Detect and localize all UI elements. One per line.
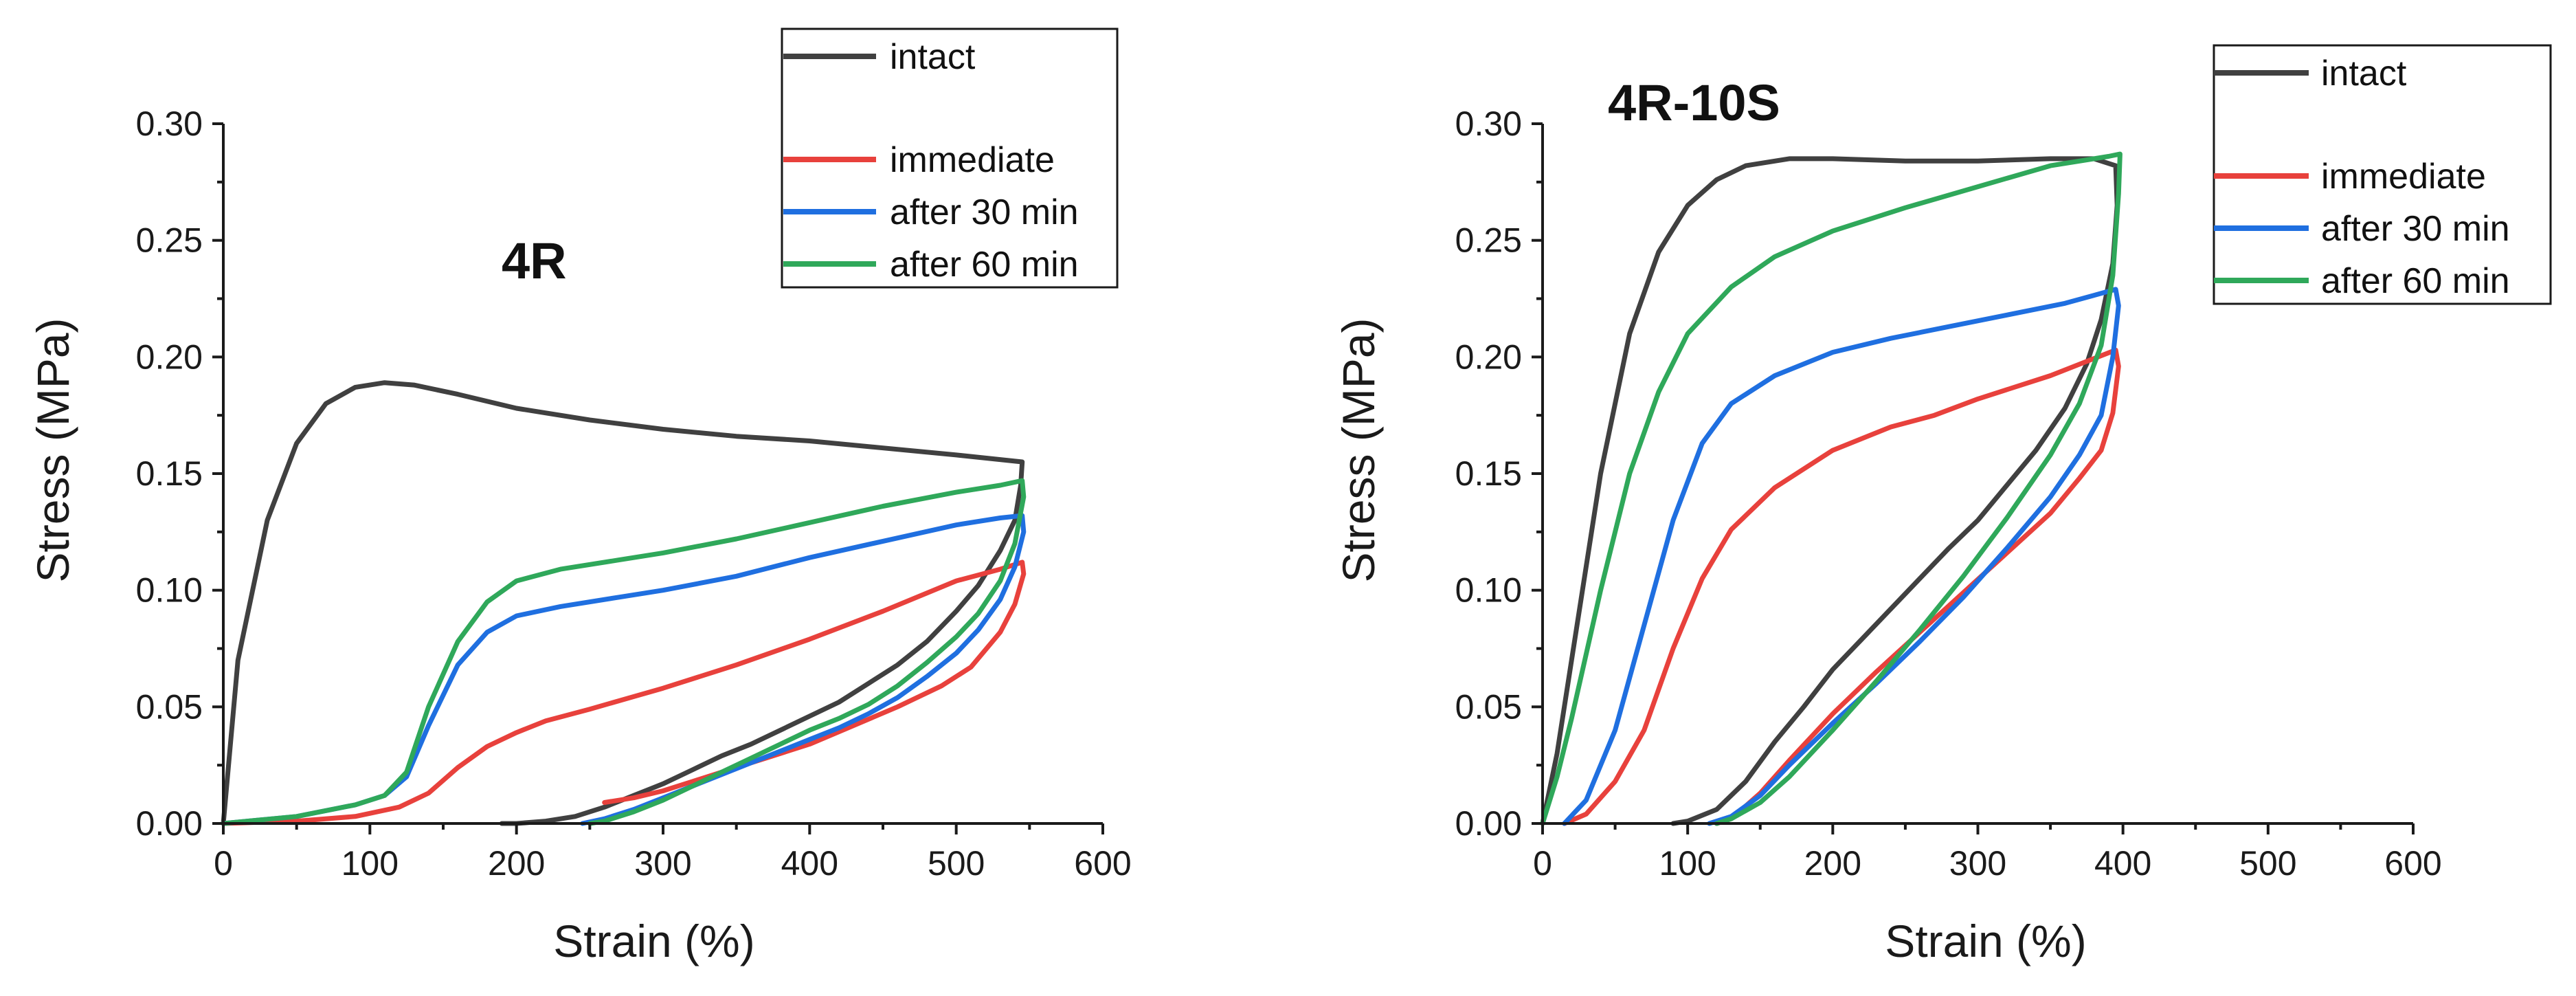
y-tick-label: 0.25 — [136, 221, 203, 260]
x-tick-label: 100 — [1659, 844, 1716, 883]
x-tick-label: 400 — [2094, 844, 2151, 883]
y-tick-label: 0.10 — [136, 571, 203, 610]
legend-label: intact — [2321, 54, 2407, 93]
x-tick-label: 400 — [781, 844, 838, 883]
series-line-after-30-min — [221, 513, 1027, 826]
x-axis-title: Strain (%) — [553, 916, 754, 966]
chart-4r-10s: 0 100 200 300 400 500 600 0.00 0.05 0.10 0.15 0.20 0… — [1333, 44, 2552, 966]
x-tick-label: 300 — [1949, 844, 2006, 883]
curves — [221, 380, 1027, 826]
y-tick-label: 0.20 — [1455, 337, 1522, 376]
x-tick-label: 0 — [214, 844, 233, 883]
y-tick-label: 0.05 — [1455, 687, 1522, 726]
y-tick-label: 0.10 — [1455, 571, 1522, 610]
legend-label: after 60 min — [890, 245, 1079, 285]
series-line-intact — [221, 380, 1025, 826]
chart-title: 4R-10S — [1608, 74, 1780, 131]
series-line-after-60-min — [1540, 151, 2123, 826]
y-tick-label: 0.30 — [1455, 104, 1522, 143]
legend-label: after 30 min — [2321, 209, 2510, 249]
y-axis-title: Stress (MPa) — [1333, 318, 1384, 582]
legend: intact immediate after 30 min after 60 min — [2213, 44, 2552, 305]
ticks: 0 100 200 300 400 500 600 0.00 0.05 0.10 0.15 0.20 0… — [1455, 104, 2442, 883]
x-tick-label: 500 — [928, 844, 985, 883]
y-tick-label: 0.30 — [136, 104, 203, 143]
curves — [1540, 151, 2123, 826]
y-tick-label: 0.00 — [136, 804, 203, 843]
x-tick-label: 0 — [1533, 844, 1552, 883]
x-tick-label: 300 — [634, 844, 691, 883]
x-tick-label: 100 — [341, 844, 399, 883]
y-tick-label: 0.25 — [1455, 221, 1522, 260]
series-line-immediate — [1562, 347, 2121, 826]
legend-label: immediate — [2321, 157, 2486, 197]
x-tick-label: 200 — [488, 844, 545, 883]
series-line-after-30-min — [1562, 287, 2121, 826]
y-tick-label: 0.20 — [136, 337, 203, 376]
legend-label: intact — [890, 37, 976, 77]
chart-4r: 0 100 200 300 400 500 600 0.00 0.05 0.10 0.15 0.20 0… — [27, 27, 1132, 966]
x-tick-label: 600 — [1074, 844, 1131, 883]
x-tick-label: 200 — [1804, 844, 1861, 883]
legend: intact immediate after 30 min after 60 min — [781, 27, 1119, 289]
legend-label: after 60 min — [2321, 261, 2510, 301]
y-tick-label: 0.15 — [1455, 454, 1522, 493]
chart-title: 4R — [502, 232, 567, 289]
y-tick-label: 0.00 — [1455, 804, 1522, 843]
y-axis-title: Stress (MPa) — [27, 318, 78, 582]
legend-label: immediate — [890, 140, 1055, 180]
series-line-after-60-min — [221, 478, 1027, 826]
y-tick-label: 0.15 — [136, 454, 203, 493]
x-axis-title: Strain (%) — [1885, 916, 2086, 966]
legend-label: after 30 min — [890, 192, 1079, 232]
x-tick-label: 600 — [2384, 844, 2441, 883]
ticks: 0 100 200 300 400 500 600 0.00 0.05 0.10 0.15 0.20 0… — [136, 104, 1132, 883]
x-tick-label: 500 — [2239, 844, 2296, 883]
y-tick-label: 0.05 — [136, 687, 203, 726]
